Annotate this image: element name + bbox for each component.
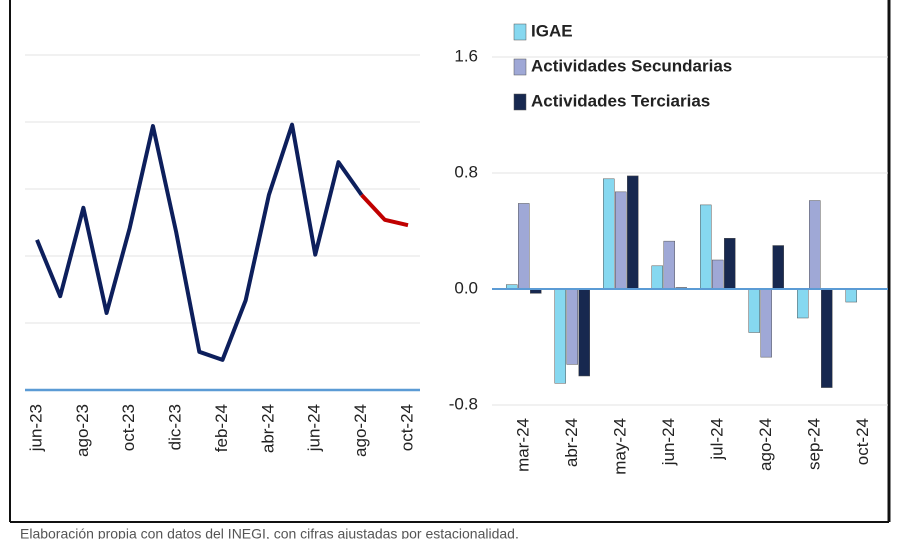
bar xyxy=(760,288,772,358)
x-tick-label: sep-24 xyxy=(805,418,824,470)
x-tick-label: oct-24 xyxy=(397,404,416,451)
bar xyxy=(578,288,590,377)
bar xyxy=(627,175,639,290)
bar xyxy=(797,288,809,319)
x-tick-label: jun-24 xyxy=(305,404,324,452)
y-tick-label: 0.8 xyxy=(454,162,478,181)
y-tick-label: 1.6 xyxy=(454,46,478,65)
bar xyxy=(724,238,736,290)
bar xyxy=(566,288,578,365)
line-series xyxy=(360,193,409,228)
legend-label: IGAE xyxy=(531,21,573,40)
x-tick-label: oct-23 xyxy=(119,404,138,451)
x-tick-label: dic-23 xyxy=(166,404,185,450)
bar xyxy=(603,178,615,290)
legend-label: Actividades Secundarias xyxy=(531,56,732,75)
x-tick-label: jun-24 xyxy=(659,418,678,466)
bar xyxy=(712,259,724,290)
bar xyxy=(615,191,627,290)
x-tick-label: abr-24 xyxy=(258,404,277,453)
footer-note: Elaboración propia con datos del INEGI, … xyxy=(20,526,519,539)
legend-swatch xyxy=(513,93,527,111)
x-tick-label: abr-24 xyxy=(562,418,581,467)
x-tick-label: feb-24 xyxy=(212,404,231,452)
bar xyxy=(748,288,760,333)
legend-swatch xyxy=(513,58,527,76)
x-tick-label: may-24 xyxy=(611,418,630,475)
x-tick-label: jun-23 xyxy=(26,404,45,452)
bar xyxy=(554,288,566,384)
bar xyxy=(663,240,675,290)
bar xyxy=(651,265,663,290)
bar xyxy=(518,203,530,290)
bar xyxy=(809,200,821,290)
x-tick-label: jul-24 xyxy=(708,418,727,461)
line-series xyxy=(35,122,364,362)
x-tick-label: ago-23 xyxy=(73,404,92,457)
bar xyxy=(845,288,857,303)
bar xyxy=(700,204,712,290)
y-tick-label: -0.8 xyxy=(449,394,478,413)
y-tick-label: 0.0 xyxy=(454,278,478,297)
x-tick-label: ago-24 xyxy=(756,418,775,471)
x-tick-label: ago-24 xyxy=(351,404,370,457)
bar xyxy=(821,288,833,388)
x-tick-label: mar-24 xyxy=(514,418,533,472)
x-tick-label: oct-24 xyxy=(853,418,872,465)
bar xyxy=(772,245,784,290)
legend-swatch xyxy=(513,23,527,41)
legend-label: Actividades Terciarias xyxy=(531,91,710,110)
